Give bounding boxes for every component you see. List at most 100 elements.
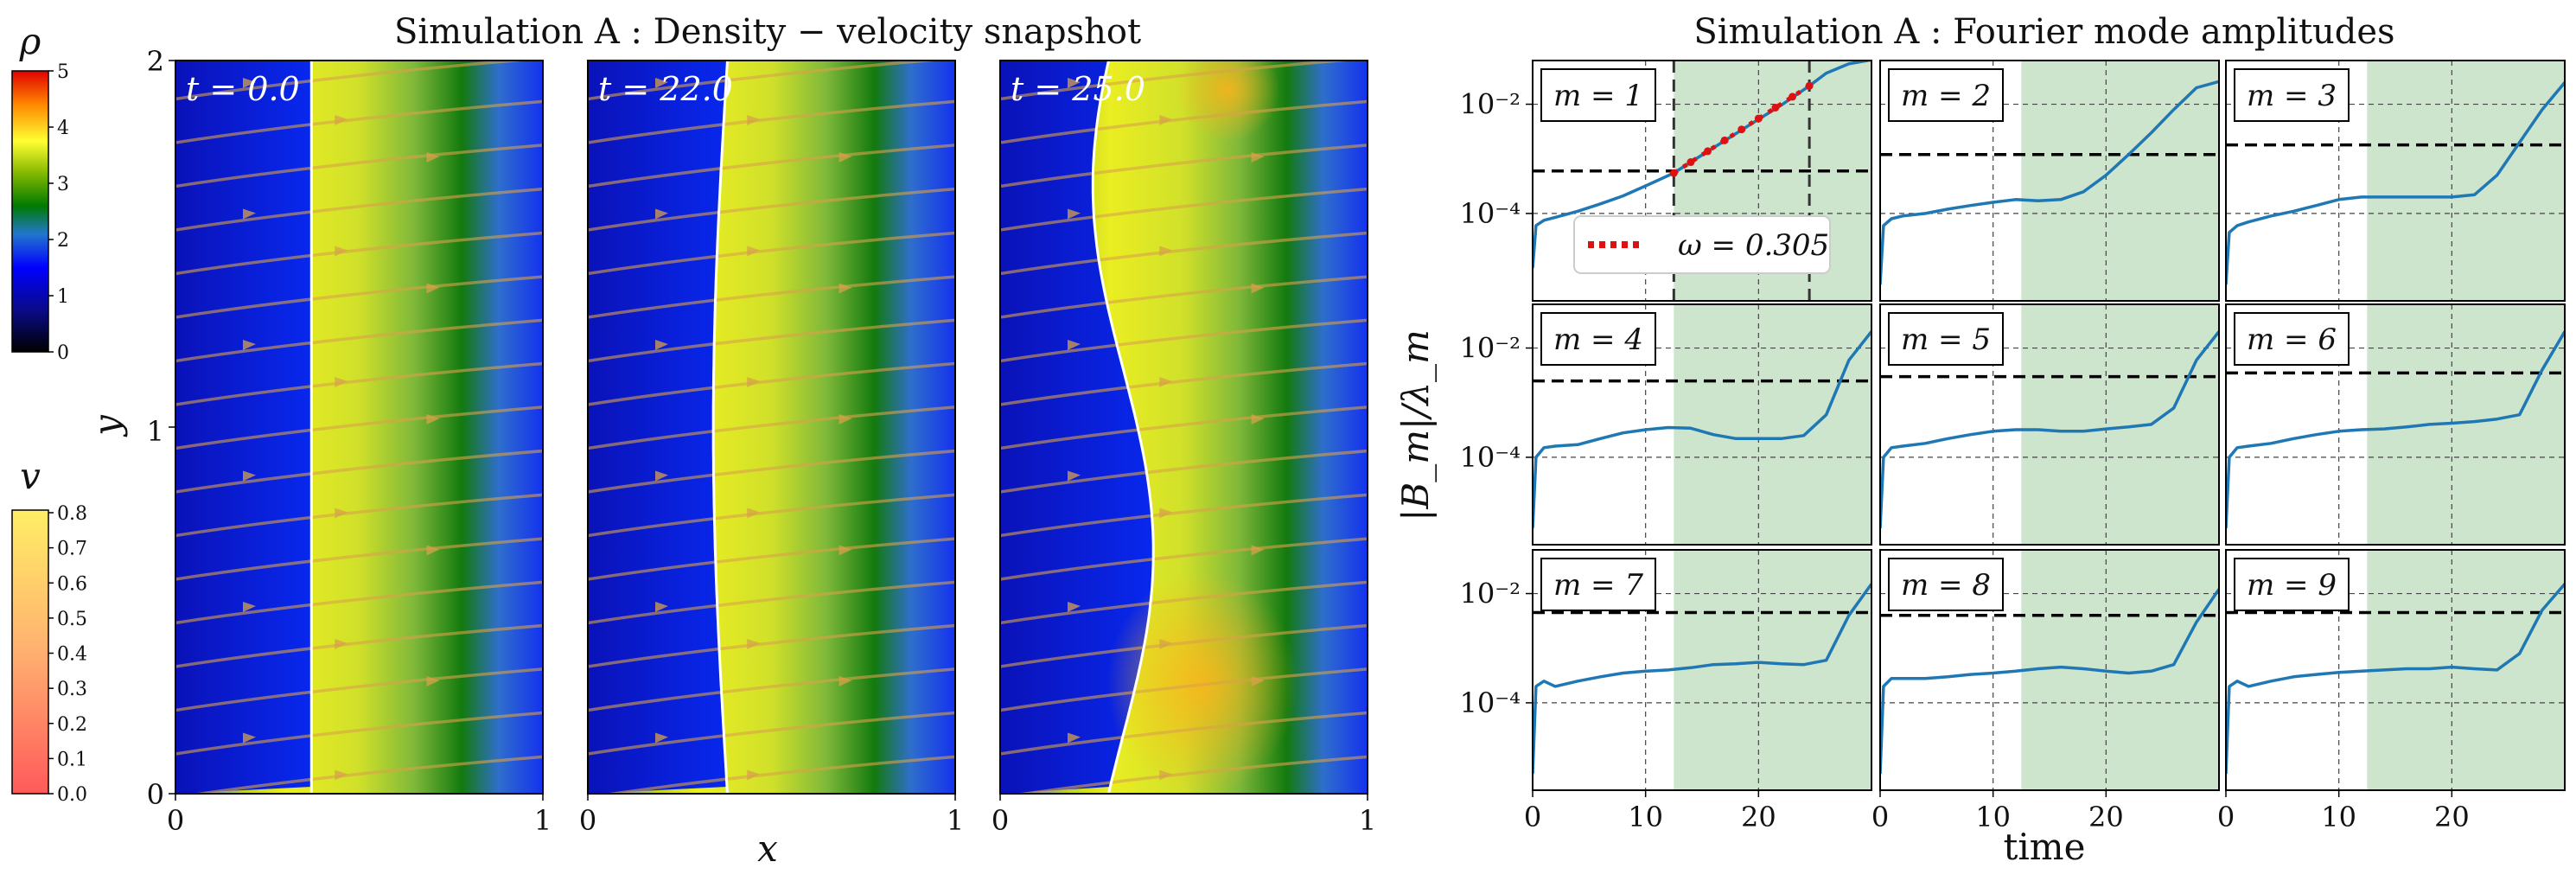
velocity-streamline [588, 187, 955, 232]
light-fluid-region [1000, 61, 1154, 794]
v-colorbar-tick-label: 0.3 [57, 679, 87, 700]
growth-fit-point [1669, 169, 1678, 177]
velocity-streamline [588, 318, 955, 363]
streamline-arrow [1068, 470, 1081, 482]
streamline-arrow [243, 208, 256, 220]
streamline-arrow [838, 414, 852, 425]
streamline-arrow [1068, 732, 1081, 744]
streamline-arrow [1068, 78, 1081, 88]
streamline-arrow [1159, 508, 1173, 519]
velocity-streamline [588, 405, 955, 450]
density-panel: t = 25.0 0 1 [992, 60, 1376, 837]
density-panel-content [1000, 61, 1368, 794]
rho-colorbar-tick-label: 3 [57, 174, 69, 195]
velocity-streamline [175, 275, 543, 319]
rho-colorbar-tick-label: 5 [57, 61, 69, 83]
streamline-arrow [1068, 208, 1081, 220]
streamline-arrow [1251, 414, 1265, 425]
velocity-streamline [1000, 580, 1368, 625]
streamline-arrow [243, 732, 256, 744]
density-panel: t = 0.0 0 1 [167, 60, 552, 837]
mode-label-box [1540, 558, 1656, 611]
streamline-arrow [1159, 246, 1173, 257]
interface-contour [1091, 61, 1155, 794]
mode-amplitude-line [2226, 81, 2565, 285]
density-panel-frame [587, 60, 956, 795]
density-x-tick-label: 0 [167, 804, 184, 837]
mode-panel-frame [2225, 303, 2566, 546]
streamline-arrow [243, 340, 256, 350]
velocity-streamline [588, 537, 955, 581]
streamline-arrow [747, 377, 761, 387]
velocity-streamline [1000, 537, 1368, 581]
fourier-x-tick-label: 20 [1741, 801, 1776, 833]
mode-amplitude-line [1880, 588, 2219, 775]
velocity-streamline [1000, 318, 1368, 363]
streamline-arrow [1251, 676, 1265, 686]
streamline-arrow [335, 508, 348, 519]
mode-panel-content [1533, 304, 1871, 545]
fourier-x-tick-label: 0 [1871, 801, 1889, 833]
streamline-arrow [747, 115, 761, 125]
mode-amplitude-line [1880, 330, 2219, 529]
mode-label-box [2234, 68, 2350, 122]
time-label: t = 22.0 [598, 70, 733, 108]
mode-label-box [1540, 312, 1656, 366]
growth-fit-point [1789, 93, 1797, 101]
mode-label-box [1888, 68, 2004, 122]
v-colorbar-tick-label: 0.2 [57, 714, 87, 736]
streamline-arrow [1159, 377, 1173, 387]
streamline-arrow [335, 377, 348, 387]
streamline-arrow [838, 152, 852, 163]
mode-panel-content [1880, 61, 2219, 301]
mode-amplitude-line [1533, 583, 1871, 775]
legend-box [1573, 215, 1831, 274]
legend-fit-label: ω = 0.305 [1678, 228, 1829, 263]
mode-panel-content [2226, 304, 2565, 545]
v-colorbar-tick-label: 0.5 [57, 609, 87, 630]
density-x-tick-label: 1 [534, 804, 552, 837]
v-colorbar-tick-label: 0.8 [57, 503, 87, 525]
streamline-arrow [1251, 283, 1265, 294]
velocity-streamline [1000, 187, 1368, 232]
mode-label-box [2234, 558, 2350, 611]
mode-label: m = 3 [2247, 79, 2337, 113]
fourier-x-tick-label: 20 [2434, 801, 2470, 833]
density-x-tick-label: 1 [947, 804, 964, 837]
streamline-arrow [838, 676, 852, 686]
v-colorbar [11, 509, 49, 795]
density-panel-content [588, 61, 955, 794]
velocity-streamline [588, 711, 955, 756]
rho-colorbar-tick-label: 2 [57, 230, 69, 252]
streamline-arrow [335, 639, 348, 649]
streamline-arrow [335, 769, 348, 781]
velocity-streamline [175, 667, 543, 712]
growth-fit-point [1805, 81, 1814, 90]
fourier-figure-title: Simulation A : Fourier mode amplitudes [1693, 12, 2394, 52]
streamline-arrow [335, 246, 348, 257]
v-colorbar-tick-label: 0.7 [57, 539, 87, 560]
streamline-arrow [243, 78, 256, 88]
v-colorbar-label: v [20, 455, 41, 497]
streamline-arrow [426, 152, 440, 163]
mode-panel-frame [1532, 60, 1872, 302]
mode-panel-frame [1879, 60, 2220, 302]
mode-panel: m = 9 0 10 20 [2217, 549, 2566, 833]
mode-amplitude-line [2226, 583, 2565, 775]
mode-panel: m = 6 [2225, 303, 2566, 546]
streamline-arrow [426, 283, 440, 294]
fourier-x-tick-label: 10 [1628, 801, 1663, 833]
streamline-arrow [838, 545, 852, 556]
density-figure-title: Simulation A : Density − velocity snapsh… [394, 12, 1141, 52]
mode-panel: m = 7 10⁻² 10⁻⁴ 0 10 20 [1460, 549, 1872, 833]
mode-panel-content [2226, 550, 2565, 790]
streamline-arrow [426, 676, 440, 686]
mode-panel-content [1880, 550, 2219, 790]
mode-panel: m = 5 [1879, 303, 2220, 546]
interface-contour [711, 61, 729, 794]
fourier-x-tick-label: 0 [2217, 801, 2235, 833]
streamline-arrow [747, 639, 761, 649]
mode-panel-frame [2225, 549, 2566, 791]
growth-fit-point [1704, 147, 1712, 156]
